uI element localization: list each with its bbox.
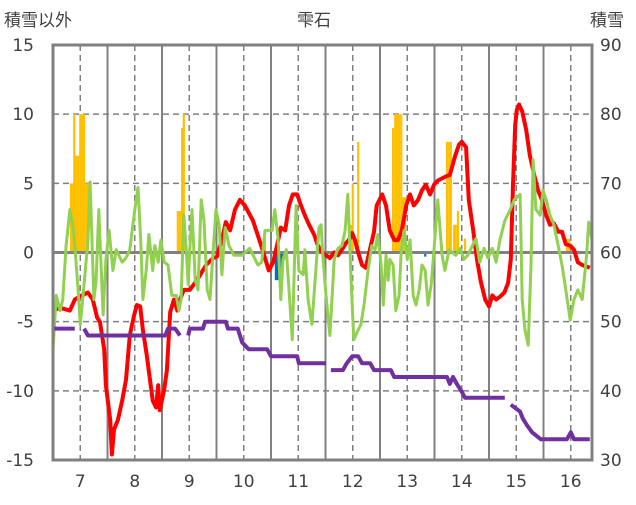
purple-snow-depth — [509, 403, 590, 442]
orange-bar — [181, 128, 184, 253]
orange-bar — [79, 114, 82, 253]
right-tick-label: 30 — [600, 451, 622, 471]
left-tick-label: -10 — [6, 382, 34, 402]
x-tick-label: 12 — [342, 472, 364, 492]
purple-snow-depth — [82, 326, 182, 338]
chart-title: 雫石 — [297, 11, 331, 31]
orange-bar — [454, 224, 457, 253]
left-tick-label: 10 — [12, 105, 34, 125]
left-axis-title: 積雪以外 — [4, 11, 72, 31]
orange-bar — [357, 141, 360, 253]
orange-bar — [397, 114, 401, 253]
x-tick-label: 14 — [451, 472, 473, 492]
orange-bar — [394, 114, 397, 253]
orange-bar — [176, 211, 179, 253]
x-tick-label: 8 — [129, 472, 140, 492]
orange-bar — [82, 114, 86, 253]
orange-bar — [400, 114, 403, 253]
orange-bar — [80, 114, 83, 253]
right-tick-label: 50 — [600, 313, 622, 333]
left-tick-label: 5 — [23, 174, 34, 194]
orange-bar — [182, 114, 185, 253]
x-tick-label: 9 — [184, 472, 195, 492]
right-tick-label: 80 — [600, 105, 622, 125]
left-tick-label: -5 — [17, 313, 34, 333]
x-tick-label: 13 — [396, 472, 418, 492]
orange-bar — [445, 141, 449, 253]
right-tick-label: 90 — [600, 36, 622, 56]
orange-bar — [448, 141, 451, 253]
orange-bar — [85, 183, 88, 253]
purple-snow-depth — [186, 319, 326, 366]
orange-bar — [449, 141, 452, 253]
blue-bar — [274, 252, 277, 281]
x-tick-label: 15 — [505, 472, 527, 492]
orange-bar — [73, 114, 76, 253]
plot-frame — [51, 43, 594, 462]
orange-bar — [403, 197, 407, 253]
right-tick-label: 70 — [600, 174, 622, 194]
orange-bar — [391, 128, 395, 253]
orange-bar — [463, 238, 467, 253]
right-axis-title: 積雪 — [590, 11, 624, 31]
orange-bar — [76, 155, 80, 253]
left-tick-label: 0 — [23, 244, 34, 264]
x-tick-label: 11 — [287, 472, 309, 492]
x-tick-label: 7 — [75, 472, 86, 492]
orange-bar — [263, 238, 267, 253]
x-tick-label: 16 — [560, 472, 582, 492]
orange-bar — [74, 155, 77, 253]
red-line — [52, 102, 591, 457]
green-line — [51, 158, 594, 350]
orange-bar — [395, 114, 398, 253]
orange-bar — [453, 224, 456, 253]
right-tick-label: 40 — [600, 382, 622, 402]
purple-snow-depth — [330, 354, 505, 400]
x-tick-label: 10 — [233, 472, 255, 492]
orange-bar — [351, 183, 354, 253]
right-tick-label: 60 — [600, 244, 622, 264]
orange-bar — [456, 211, 460, 253]
orange-bar — [178, 211, 182, 253]
blue-bar — [424, 252, 427, 257]
left-tick-label: -15 — [6, 451, 34, 471]
left-tick-label: 15 — [12, 36, 34, 56]
